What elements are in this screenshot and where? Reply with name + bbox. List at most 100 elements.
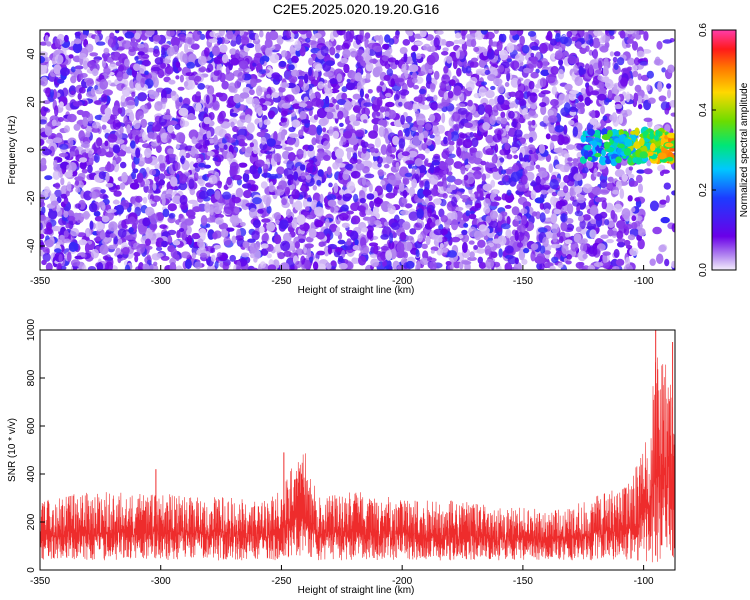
heatmap-cell (308, 67, 313, 77)
heatmap-cell (337, 195, 342, 201)
heatmap-cell (319, 193, 324, 204)
heatmap-cell (415, 53, 422, 60)
heatmap-cell (318, 241, 325, 247)
heatmap-cell (253, 55, 262, 64)
heatmap-cell (179, 194, 188, 206)
heatmap-cell (664, 258, 670, 267)
heatmap-cell (380, 144, 388, 156)
heatmap-cell (413, 84, 419, 90)
heatmap-cell (566, 254, 572, 260)
heatmap-cell (69, 139, 74, 147)
heatmap-cell (601, 200, 607, 210)
heatmap-cell (438, 236, 443, 243)
heatmap-cell (178, 107, 189, 117)
heatmap-cell (301, 185, 306, 192)
heatmap-cell (291, 189, 300, 200)
heatmap-cell (86, 79, 95, 87)
heatmap-cell (126, 124, 131, 134)
heatmap-cell (239, 92, 250, 99)
heatmap-cell (661, 67, 666, 73)
heatmap-cell (91, 127, 101, 133)
heatmap-cell (251, 97, 260, 109)
heatmap-cell (335, 45, 344, 51)
heatmap-cell (297, 75, 306, 80)
heatmap-cell (99, 244, 109, 255)
heatmap-cell (152, 34, 161, 42)
heatmap-cell (202, 174, 207, 181)
heatmap-cell (336, 98, 347, 106)
heatmap-cell (274, 188, 285, 196)
heatmap-cell (60, 193, 68, 199)
heatmap-cell (121, 86, 131, 97)
heatmap-cell (121, 247, 130, 255)
heatmap-cell (580, 106, 585, 115)
heatmap-cell (401, 151, 410, 157)
heatmap-cell (43, 107, 49, 112)
heatmap-cell (634, 197, 641, 202)
heatmap-cell (632, 70, 639, 78)
heatmap-cell (498, 213, 503, 222)
heatmap-cell (75, 187, 81, 193)
heatmap-cell (343, 63, 350, 74)
heatmap-cell (425, 235, 431, 246)
heatmap-cell (341, 92, 348, 100)
heatmap-cell (384, 111, 390, 117)
heatmap-cell (521, 215, 528, 225)
heatmap-cell (493, 30, 499, 34)
heatmap-cell (667, 88, 671, 99)
heatmap-cell (643, 168, 653, 175)
heatmap-cell (124, 31, 135, 39)
heatmap-cell (329, 46, 336, 56)
heatmap-cell (365, 209, 373, 216)
heatmap-cell (492, 133, 502, 143)
heatmap-cell (558, 93, 567, 104)
heatmap-cell (448, 79, 456, 86)
heatmap-cell (587, 264, 596, 270)
heatmap-cell (496, 226, 503, 233)
heatmap-cell (606, 239, 614, 244)
heatmap-cell (251, 230, 260, 241)
heatmap-cell (488, 220, 499, 229)
heatmap-cell (550, 196, 557, 206)
heatmap-cell (422, 189, 432, 196)
heatmap-cell (204, 139, 210, 146)
heatmap-cell (45, 262, 53, 270)
heatmap-cell (542, 236, 549, 248)
heatmap-cell (376, 156, 383, 164)
heatmap-cell (384, 92, 392, 98)
heatmap-cell (441, 74, 451, 85)
heatmap-cell (357, 205, 366, 212)
heatmap-cell (141, 59, 151, 67)
heatmap-cell (465, 65, 472, 74)
heatmap-cell (387, 109, 397, 120)
heatmap-cell (234, 80, 241, 89)
heatmap-cell (670, 112, 675, 117)
heatmap-cell (550, 38, 558, 46)
heatmap-cell (63, 210, 69, 218)
heatmap-cell (529, 92, 538, 103)
heatmap-cell (656, 253, 664, 265)
heatmap-cell (348, 137, 359, 146)
heatmap-cell (156, 246, 163, 251)
heatmap-cell (68, 219, 74, 230)
heatmap-cell (99, 231, 106, 240)
heatmap-cell (405, 260, 415, 269)
heatmap-cell (136, 244, 146, 254)
heatmap-cell (429, 260, 437, 270)
heatmap-cell (235, 34, 242, 45)
heatmap-cell (229, 154, 235, 160)
heatmap-cell (132, 119, 141, 130)
heatmap-cell (633, 92, 639, 103)
heatmap-cell (594, 122, 602, 128)
heatmap-cell (531, 211, 538, 217)
heatmap-cell (475, 150, 483, 159)
heatmap-cell (91, 248, 99, 259)
heatmap-cell (142, 196, 148, 204)
heatmap-cell (337, 110, 344, 120)
heatmap-cell (386, 145, 397, 154)
heatmap-cell (295, 248, 304, 256)
heatmap-cell (476, 184, 481, 194)
heatmap-cell (151, 195, 161, 202)
heatmap-cell (183, 81, 189, 87)
